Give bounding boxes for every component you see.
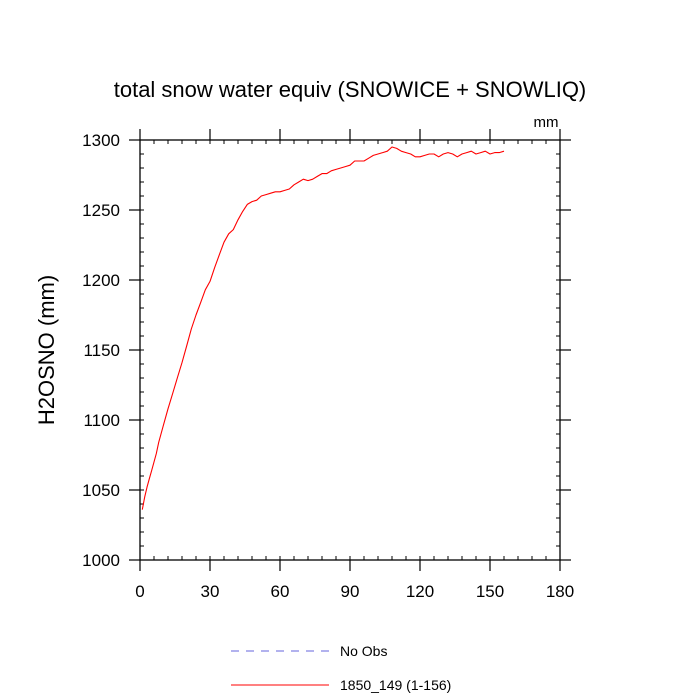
x-tick-label: 90: [341, 582, 360, 601]
y-tick-label: 1200: [82, 271, 120, 290]
legend-label-0: No Obs: [340, 643, 387, 659]
tick-labels: 0 30 60 90 120 150 180 1000 1050 1100 1150 1200 1250…: [82, 131, 574, 601]
series-line-1: [141, 146, 505, 510]
plot-frame: [139, 139, 561, 561]
legend: No Obs 1850_149 (1-156): [231, 643, 451, 693]
legend-label-1: 1850_149 (1-156): [340, 677, 451, 693]
x-tick-label: 180: [546, 582, 574, 601]
y-tick-label: 1250: [82, 201, 120, 220]
chart-title: total snow water equiv (SNOWICE + SNOWLI…: [114, 77, 587, 102]
major-ticks: [129, 129, 571, 571]
x-tick-label: 120: [406, 582, 434, 601]
units-label: mm: [534, 114, 559, 131]
y-tick-label: 1150: [83, 341, 120, 360]
y-axis-label: H2OSNO (mm): [34, 275, 59, 425]
series-layer: [141, 146, 505, 510]
x-tick-label: 0: [135, 582, 144, 601]
y-tick-label: 1050: [82, 481, 120, 500]
x-tick-label: 60: [271, 582, 290, 601]
y-tick-label: 1100: [83, 411, 120, 430]
y-tick-label: 1000: [82, 551, 120, 570]
x-tick-label: 150: [476, 582, 504, 601]
x-tick-label: 30: [201, 582, 220, 601]
minor-ticks: [139, 139, 561, 561]
y-tick-label: 1300: [82, 131, 120, 150]
